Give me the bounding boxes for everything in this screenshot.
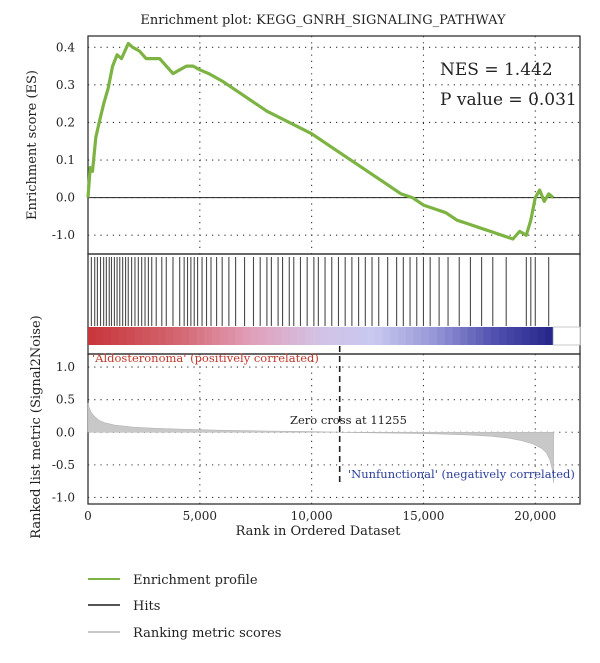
es-ytick-label: 0.4 — [56, 40, 75, 54]
x-tick-label: 0 — [84, 509, 92, 523]
metric-ytick-label: 0.5 — [56, 393, 75, 407]
enrichment-profile-layer — [86, 41, 555, 241]
gradient-segment — [390, 327, 399, 345]
gradient-segment — [529, 327, 539, 345]
gradient-segment — [343, 327, 353, 345]
x-tick-label: 5,000 — [183, 509, 217, 523]
x-tick-label: 15,000 — [402, 509, 444, 523]
metric-ytick-label: -0.5 — [52, 458, 75, 472]
gradient-segment — [367, 327, 376, 345]
negative-correlated-label: 'Nunfunctional' (negatively correlated) — [348, 467, 575, 481]
zero-cross-label: Zero cross at 11255 — [290, 413, 407, 427]
gradient-segment — [483, 327, 492, 345]
gradient-segment — [150, 327, 159, 345]
gradient-segment — [320, 327, 329, 345]
gradient-segment — [460, 327, 469, 345]
gradient-segment — [382, 327, 391, 345]
gradient-segment — [134, 327, 143, 345]
gradient-segment — [328, 327, 337, 345]
es-ylabel: Enrichment score (ES) — [25, 70, 40, 220]
enrichment-profile-line — [86, 41, 555, 241]
gradient-segment — [452, 327, 461, 345]
metric-ytick-label: 0.0 — [56, 425, 75, 439]
gradient-segment — [545, 327, 554, 345]
figure-title: Enrichment plot: KEGG_GNRH_SIGNALING_PAT… — [140, 13, 506, 28]
axis-tick-labels: 0.4 0.3 0.2 0.1 0.0 -1.0 1.0 0.5 0.0 -0.5 -1.0 0 5,0… — [52, 40, 556, 523]
gradient-segment — [312, 327, 322, 345]
gradient-segment — [514, 327, 523, 345]
gradient-segment — [491, 327, 500, 345]
gradient-segment — [374, 327, 384, 345]
gradient-segment — [351, 327, 360, 345]
gradient-segment — [398, 327, 407, 345]
gradient-segment — [111, 327, 120, 345]
metric-ytick-label: 1.0 — [56, 360, 75, 374]
ranking-metric-area — [87, 402, 554, 484]
gradient-segment — [258, 327, 267, 345]
ranking-metric-layer — [87, 346, 554, 484]
gradient-segment — [429, 327, 438, 345]
gradient-segment — [436, 327, 446, 345]
gradient-segment — [305, 327, 314, 345]
gradient-segment — [227, 327, 236, 345]
gradient-segment — [204, 327, 213, 345]
gradient-segment — [506, 327, 515, 345]
metric-ytick-label: -1.0 — [52, 490, 75, 504]
gradient-segment — [289, 327, 298, 345]
gradient-segment — [157, 327, 167, 345]
es-ytick-label: 0.2 — [56, 115, 75, 129]
hits-layer — [90, 257, 550, 326]
gradient-segment — [421, 327, 430, 345]
gradient-segment — [444, 327, 453, 345]
legend: Enrichment profile Hits Ranking metric s… — [88, 573, 281, 641]
gradient-segment — [212, 327, 221, 345]
gradient-segment — [142, 327, 151, 345]
legend-ranking-metric-label: Ranking metric scores — [133, 626, 281, 641]
metric-ylabel: Ranked list metric (Signal2Noise) — [29, 315, 44, 538]
x-tick-label: 10,000 — [291, 509, 333, 523]
gradient-segment — [467, 327, 477, 345]
es-ytick-label: -1.0 — [52, 228, 75, 242]
gradient-segment — [188, 327, 198, 345]
es-ytick-label: 0.1 — [56, 153, 75, 167]
gradient-segment — [243, 327, 252, 345]
gradient-segment — [413, 327, 422, 345]
gradient-segment — [181, 327, 190, 345]
legend-enrichment-profile-label: Enrichment profile — [133, 573, 258, 588]
gradient-segment — [359, 327, 368, 345]
gradient-segment — [95, 327, 105, 345]
gradient-segment — [173, 327, 182, 345]
x-axis-label: Rank in Ordered Dataset — [236, 524, 402, 539]
x-tick-label: 20,000 — [514, 509, 556, 523]
gradient-segment — [297, 327, 306, 345]
gradient-segment — [522, 327, 531, 345]
pvalue-label: P value = 0.031 — [440, 90, 577, 110]
gradient-segment — [196, 327, 205, 345]
gradient-segment — [250, 327, 260, 345]
gradient-segment — [405, 327, 415, 345]
gradient-segment — [537, 327, 547, 345]
gradient-segment — [281, 327, 291, 345]
nes-label: NES = 1.442 — [440, 60, 553, 80]
gradient-segment — [336, 327, 345, 345]
gradient-segment — [235, 327, 244, 345]
gradient-segment — [88, 327, 97, 345]
es-ytick-label: 0.0 — [56, 191, 75, 205]
gradient-tail — [552, 326, 581, 346]
gradient-segment — [126, 327, 136, 345]
gradient-segment — [219, 327, 229, 345]
gradient-segment — [274, 327, 283, 345]
legend-hits-label: Hits — [133, 599, 160, 614]
gradient-segment — [119, 327, 128, 345]
rank-gradient-bar — [88, 326, 581, 346]
gradient-segment — [165, 327, 174, 345]
gradient-segment — [266, 327, 275, 345]
gradient-segment — [103, 327, 112, 345]
es-ytick-label: 0.3 — [56, 78, 75, 92]
positive-correlated-label: 'Aldosteronoma' (positively correlated) — [92, 351, 319, 365]
gradient-segment — [475, 327, 484, 345]
gradient-segment — [498, 327, 508, 345]
